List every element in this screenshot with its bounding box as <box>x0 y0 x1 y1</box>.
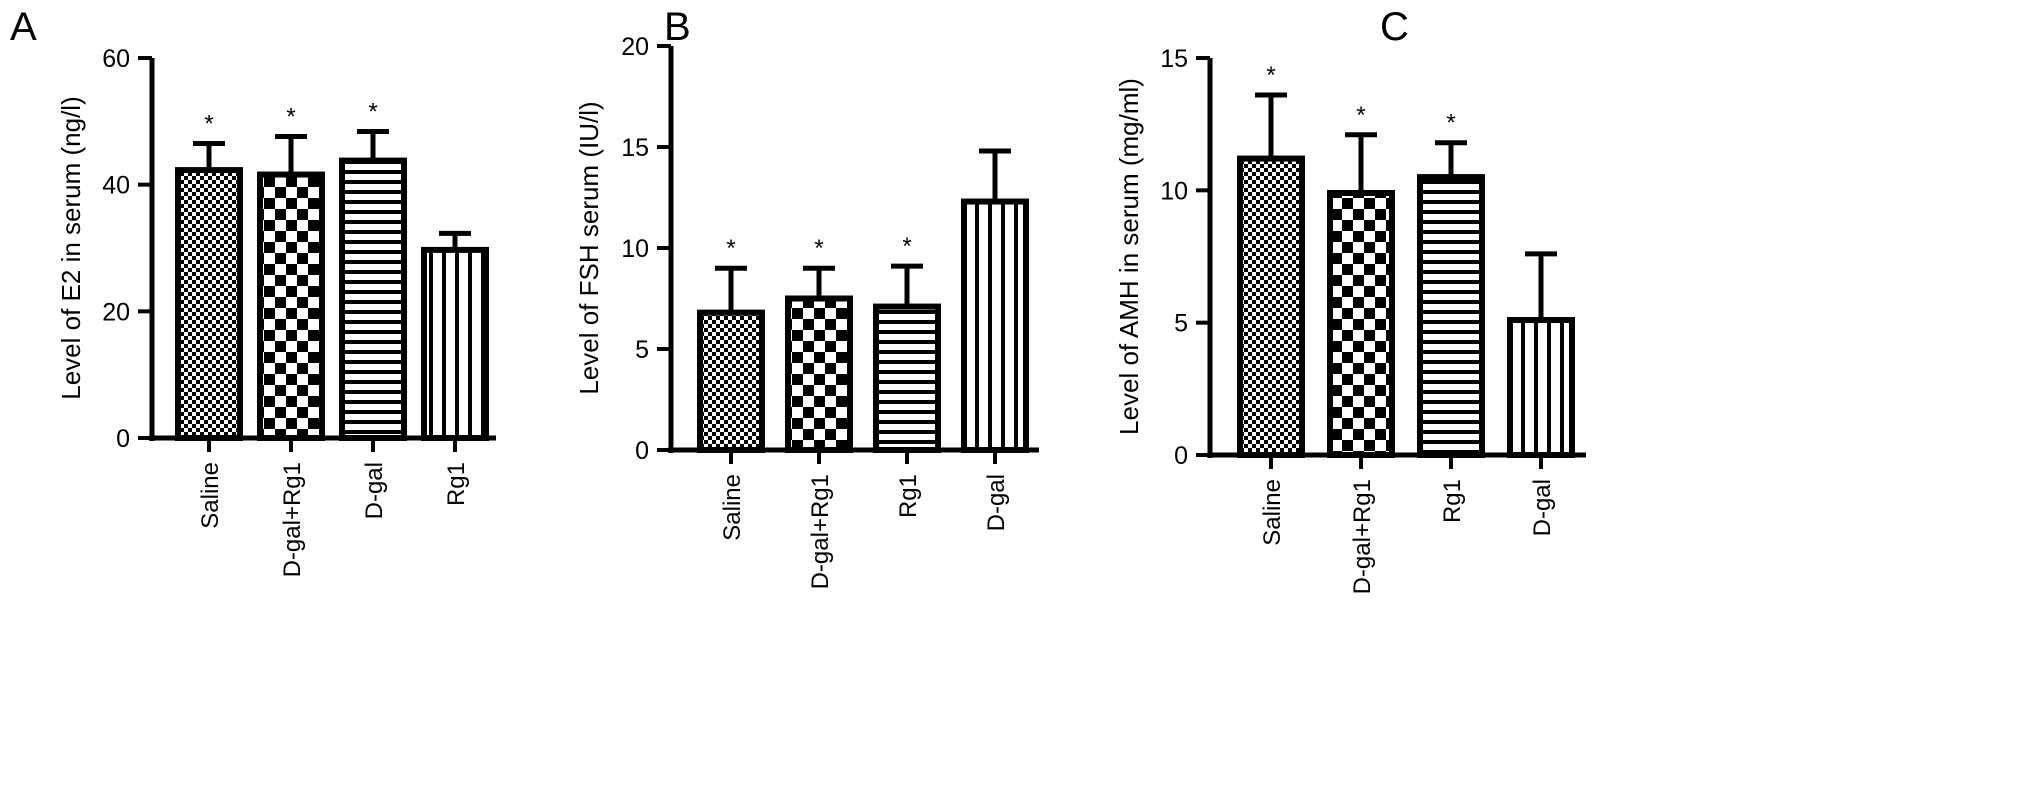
significance-marker: * <box>1356 102 1365 129</box>
x-tick-label: D-gal+Rg1 <box>1349 479 1376 594</box>
y-tick-label: 5 <box>635 336 649 364</box>
x-tick-label: Rg1 <box>443 462 470 506</box>
significance-marker: * <box>902 233 911 260</box>
y-tick-label: 60 <box>102 45 130 73</box>
chart-c: 0 5 10 15 Level of AMH in serum (mg/ml) * Sali… <box>1114 45 1586 594</box>
significance-marker: * <box>368 98 377 125</box>
significance-marker: * <box>1266 62 1275 89</box>
y-tick-label: 20 <box>621 33 649 61</box>
y-tick-label: 0 <box>635 437 649 465</box>
x-tick-label: Saline <box>1259 479 1286 546</box>
x-tick-label: Rg1 <box>1439 479 1466 523</box>
bar-rg1 <box>873 303 941 453</box>
y-tick-label: 20 <box>102 298 130 326</box>
bar-d-gal-rg1 <box>1327 189 1395 458</box>
significance-marker: * <box>204 111 213 138</box>
y-tick-label: 15 <box>621 134 649 162</box>
bar-d-gal <box>1507 317 1575 458</box>
x-tick-label: D-gal <box>1529 479 1556 536</box>
chart-b: 0 5 10 15 20 Level of FSH serum (IU/l) * Saline… <box>574 33 1039 589</box>
panel-letter-a: A <box>10 5 37 49</box>
y-tick-label: 15 <box>1160 45 1188 73</box>
panel-letter-b: B <box>664 5 691 49</box>
chart-a: 0 20 40 60 Level of E2 in serum (ng/l) * Salin… <box>56 45 496 577</box>
bar-saline <box>697 309 765 454</box>
y-axis-label: Level of AMH in serum (mg/ml) <box>1114 78 1144 435</box>
y-axis-label: Level of E2 in serum (ng/l) <box>56 96 86 399</box>
x-tick-label: D-gal+Rg1 <box>279 462 306 577</box>
x-tick-label: D-gal <box>361 462 388 519</box>
panel-letter-c: C <box>1380 5 1409 49</box>
bar-d-gal <box>961 198 1029 453</box>
x-tick-label: Rg1 <box>895 474 922 518</box>
bar-saline <box>1237 155 1305 458</box>
y-tick-label: 40 <box>102 172 130 200</box>
y-tick-label: 0 <box>1174 442 1188 470</box>
y-tick-label: 0 <box>116 425 130 453</box>
x-tick-label: Saline <box>719 474 746 541</box>
bar-saline <box>175 167 243 441</box>
bar-rg1 <box>421 246 489 441</box>
bar-d-gal-rg1 <box>257 171 325 442</box>
y-axis-label: Level of FSH serum (IU/l) <box>574 101 604 394</box>
y-tick-label: 10 <box>621 235 649 263</box>
significance-marker: * <box>814 235 823 262</box>
significance-marker: * <box>726 235 735 262</box>
bar-d-gal <box>339 157 407 441</box>
x-tick-label: D-gal <box>983 474 1010 531</box>
bar-rg1 <box>1417 174 1485 458</box>
significance-marker: * <box>286 104 295 131</box>
y-tick-label: 10 <box>1160 177 1188 205</box>
significance-marker: * <box>1446 110 1455 137</box>
x-tick-label: D-gal+Rg1 <box>807 474 834 589</box>
x-tick-label: Saline <box>197 462 224 529</box>
y-tick-label: 5 <box>1174 310 1188 338</box>
bar-d-gal-rg1 <box>785 295 853 453</box>
